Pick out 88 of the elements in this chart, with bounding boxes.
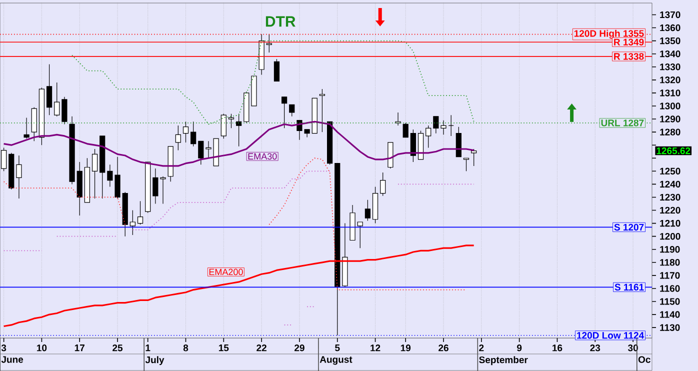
series-label: EMA200 [209,268,243,276]
candlestick [410,129,416,162]
x-tick-label: 10 [37,344,47,352]
y-tick-label: 1280 [660,128,680,136]
y-tick-label: 1290 [660,116,680,122]
y-tick-label: 1320 [660,76,680,84]
series-label: EMA30 [248,153,277,160]
candlestick [282,96,288,128]
y-tick-label: 1160 [660,285,680,292]
candlestick [395,112,401,126]
x-tick-label: 12 [370,344,380,352]
text: June [1,356,24,363]
candlestick [289,104,295,117]
candlestick [319,88,326,132]
x-tick-label: 19 [400,344,411,352]
y-tick-label: 1350 [660,37,680,44]
x-tick-label: 1 [146,344,150,352]
candlestick [182,121,189,143]
x-tick-label: 8 [183,344,188,352]
candlestick [130,210,136,236]
candlestick [426,125,432,148]
candlestick [228,114,234,128]
ref-line-label: S 1161 [614,284,644,291]
candlestick [198,140,204,165]
text: Oc [638,356,650,363]
candlestick [16,155,22,199]
y-tick-label: 1330 [660,64,680,70]
y-tick-label: 1180 [660,259,680,266]
y-tick-label: 1200 [660,232,680,240]
y-tick-label: 1130 [660,324,680,331]
candlestick [31,106,37,142]
x-tick-label: 26 [438,344,448,352]
ref-line-label: 120D High 1355 [574,30,644,39]
candlestick [1,147,7,172]
y-tick-label: 1250 [660,168,680,175]
ref-line-label: URL 1287 [601,120,644,126]
candlestick [357,222,363,248]
y-tick-label: 1140 [660,311,680,318]
candlestick [54,82,60,117]
candlestick [274,58,280,82]
y-tick-label: 1220 [660,206,680,214]
annotation: DTR [266,16,296,27]
y-tick-label: 1240 [660,180,680,188]
x-tick-label: 23 [590,344,600,352]
candlestick [190,121,196,147]
candlestick [220,114,226,139]
x-tick-label: 15 [218,344,229,352]
text: September [479,356,528,366]
y-tick-label: 1170 [660,272,680,279]
y-tick-label: 1360 [660,24,680,32]
text: July [145,356,164,366]
candlestick [236,114,242,147]
y-tick-label: 1370 [660,11,680,18]
candlestick [266,34,272,53]
x-tick-label: 17 [74,344,84,352]
y-tick-label: 1340 [660,50,680,58]
y-tick-label: 1310 [660,90,680,96]
candlestick [24,117,30,139]
x-tick-label: 5 [335,344,340,352]
text: 1265.62 [656,147,690,154]
candlestick [92,148,98,199]
ref-line-label: R 1349 [614,38,644,46]
ref-line-label: 120D Low 1124 [577,332,644,339]
candlestick [46,64,52,116]
y-tick-label: 1300 [660,102,680,110]
ref-line-label: S 1207 [614,224,644,231]
candlestick [448,114,454,136]
x-tick-label: 16 [552,344,562,352]
text: August [320,356,352,365]
y-tick-label: 1150 [660,298,680,305]
candlestick [137,200,144,225]
x-tick-label: 3 [1,344,6,352]
x-tick-label: 25 [112,344,123,352]
y-tick-label: 1190 [660,246,680,253]
y-tick-label: 1210 [660,220,680,227]
x-tick-label: 2 [479,344,484,352]
candlestick [463,158,470,172]
x-tick-label: 22 [256,344,266,352]
y-tick-label: 1230 [660,194,680,201]
x-tick-label: 29 [294,344,304,352]
ref-line-label: R 1338 [614,53,644,60]
candlestick [364,200,370,221]
x-tick-label: 9 [517,344,522,352]
candlestick [62,96,68,125]
candlestick [380,172,386,196]
candlestick [175,125,181,151]
candlestick [456,126,462,158]
candlestick [402,122,408,138]
